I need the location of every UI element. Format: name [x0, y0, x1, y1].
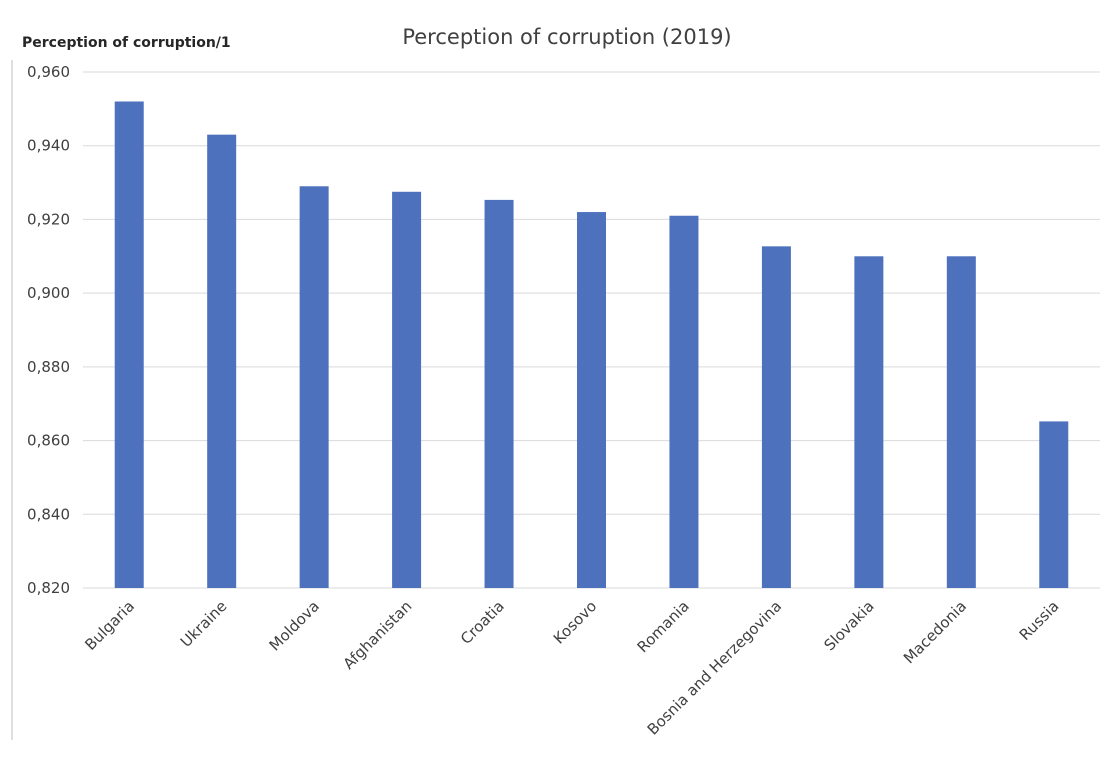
x-tick-label: Croatia — [457, 597, 508, 648]
y-axis-ticks: 0,820 0,840 0,860 0,880 0,900 0,920 0,940 0,960 — [27, 63, 70, 597]
bar-ukraine — [207, 134, 237, 588]
bar-russia — [1039, 421, 1069, 588]
bar-macedonia — [946, 256, 976, 588]
y-tick-label: 0,880 — [27, 358, 70, 376]
x-tick-label: Afghanistan — [340, 597, 416, 673]
bar-afghanistan — [392, 191, 422, 589]
x-tick-label: Kosovo — [550, 597, 600, 647]
x-tick-label: Bulgaria — [81, 597, 138, 654]
x-tick-label: Romania — [634, 597, 693, 656]
x-axis-ticks: Bulgaria Ukraine Moldova Afghanistan Croatia… — [81, 597, 1062, 739]
y-tick-label: 0,920 — [27, 210, 70, 228]
x-tick-label: Slovakia — [820, 597, 877, 654]
bar-slovakia — [854, 256, 884, 588]
bar-bosnia-and-herzegovina — [761, 246, 791, 588]
x-tick-label: Ukraine — [177, 597, 231, 651]
x-tick-label: Moldova — [266, 597, 323, 654]
chart-title: Perception of corruption (2019) — [402, 25, 731, 49]
y-tick-label: 0,820 — [27, 579, 70, 597]
y-axis-label: Perception of corruption/1 — [22, 35, 231, 51]
bar-moldova — [299, 186, 329, 588]
y-tick-label: 0,900 — [27, 284, 70, 302]
x-tick-label: Russia — [1016, 597, 1063, 644]
bar-croatia — [484, 199, 514, 588]
y-tick-label: 0,860 — [27, 432, 70, 450]
bar-kosovo — [577, 212, 606, 589]
bar-romania — [669, 215, 699, 588]
bar-bulgaria — [114, 101, 144, 588]
y-tick-label: 0,940 — [27, 137, 70, 155]
y-tick-label: 0,840 — [27, 505, 70, 523]
y-tick-label: 0,960 — [27, 63, 70, 81]
x-tick-label: Macedonia — [900, 597, 970, 667]
bars — [114, 101, 1069, 589]
